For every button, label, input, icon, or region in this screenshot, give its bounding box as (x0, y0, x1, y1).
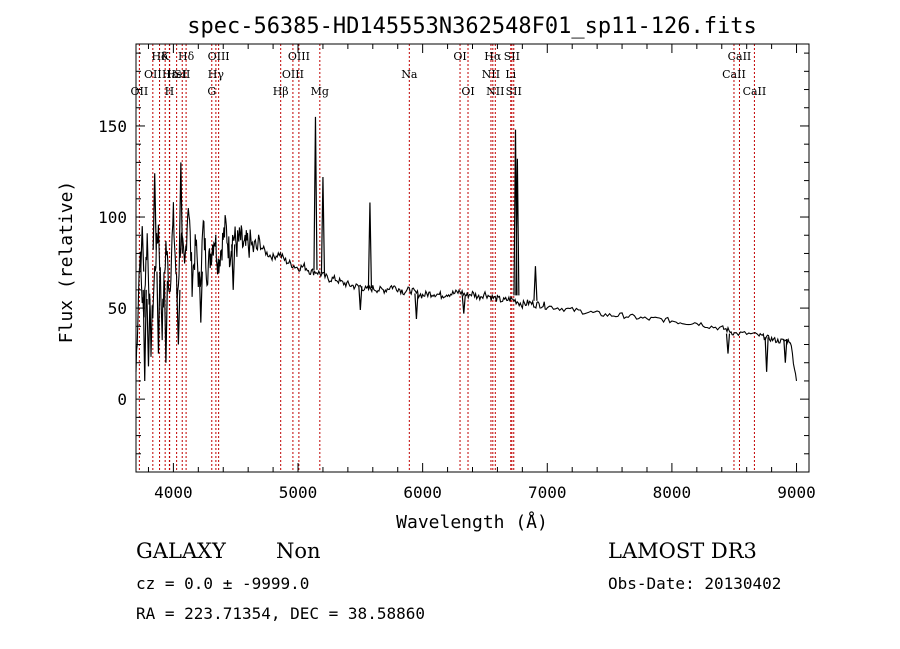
line-label: OII (131, 85, 149, 98)
line-label: NII (482, 68, 500, 81)
absorption-dip (163, 280, 169, 363)
x-axis-ticks: 4000 5000 6000 7000 8000 9000 (147, 44, 816, 502)
y-axis-ticks: 0 50 100 150 (98, 52, 809, 473)
line-label: H (165, 85, 175, 98)
x-tick-label: 9000 (777, 483, 816, 502)
emission-spike (367, 202, 373, 289)
line-label: CaII (722, 68, 746, 81)
flux-series (135, 116, 798, 381)
line-label: G (207, 85, 216, 98)
emission-spike (320, 176, 326, 274)
line-markers (138, 44, 755, 472)
flux-line (135, 202, 798, 381)
absorption-dip (461, 295, 466, 314)
line-label: OIII (288, 50, 310, 63)
absorption-dip (725, 333, 731, 354)
absorption-dip (231, 244, 236, 290)
line-label: K (161, 50, 170, 63)
line-label: SII (174, 68, 190, 81)
redshift-cz: cz = 0.0 ± -9999.0 (136, 574, 309, 593)
line-labels: OIIOIIHδHεKHHeISIIHδGHγOIIIHβOIIIOIIIMgN… (131, 50, 767, 98)
x-axis-label: Wavelength (Å) (396, 511, 548, 533)
y-tick-label: 150 (98, 117, 127, 136)
line-label: OIII (208, 50, 230, 63)
line-label: Li (505, 68, 516, 81)
plot-frame (135, 43, 810, 473)
line-label: HeI (166, 68, 186, 81)
emission-spike (178, 162, 183, 254)
y-tick-label: 100 (98, 208, 127, 227)
y-tick-label: 50 (108, 299, 127, 318)
absorption-dip (764, 337, 769, 372)
line-label: CaII (728, 50, 752, 63)
obs-date: Obs-Date: 20130402 (608, 574, 781, 593)
line-label: Hε (162, 68, 178, 81)
line-label: SII (504, 50, 520, 63)
absorption-dip (414, 293, 419, 320)
x-tick-label: 7000 (528, 483, 567, 502)
x-tick-label: 5000 (279, 483, 318, 502)
emission-spike (313, 116, 318, 270)
x-tick-label: 4000 (154, 483, 193, 502)
absorption-dip (176, 289, 181, 345)
line-label: SII (506, 85, 522, 98)
absorption-dip (156, 271, 161, 354)
emission-spike (533, 266, 538, 301)
line-label: Na (401, 68, 418, 81)
line-label: Hα (484, 50, 502, 63)
emission-spike (515, 158, 520, 296)
line-label: OIII (282, 68, 304, 81)
survey-name: LAMOST DR3 (608, 539, 757, 563)
line-label: OI (453, 50, 466, 63)
x-tick-label: 8000 (653, 483, 692, 502)
line-label: CaII (743, 85, 767, 98)
line-label: NII (486, 85, 504, 98)
chart-title: spec-56385-HD145553N362548F01_sp11-126.f… (187, 14, 757, 39)
y-tick-label: 0 (117, 390, 127, 409)
coordinates: RA = 223.71354, DEC = 38.58860 (136, 604, 425, 623)
line-label: Hδ (178, 50, 195, 63)
absorption-dip (783, 339, 788, 363)
object-class: GALAXY (136, 539, 227, 563)
absorption-dip (198, 271, 203, 323)
x-tick-label: 6000 (403, 483, 442, 502)
line-label: OII (144, 68, 162, 81)
emission-spike (140, 226, 145, 272)
absorption-dip (146, 298, 151, 367)
absorption-dip (358, 286, 363, 310)
line-label: Hβ (273, 85, 289, 98)
y-axis-label: Flux (relative) (56, 181, 77, 344)
absorption-dip (142, 289, 147, 381)
line-label: Hδ (151, 50, 168, 63)
line-label: OI (461, 85, 474, 98)
line-label: Mg (311, 85, 329, 98)
object-subclass: Non (276, 539, 321, 563)
emission-spike (152, 173, 157, 250)
line-label: Hγ (208, 68, 225, 81)
